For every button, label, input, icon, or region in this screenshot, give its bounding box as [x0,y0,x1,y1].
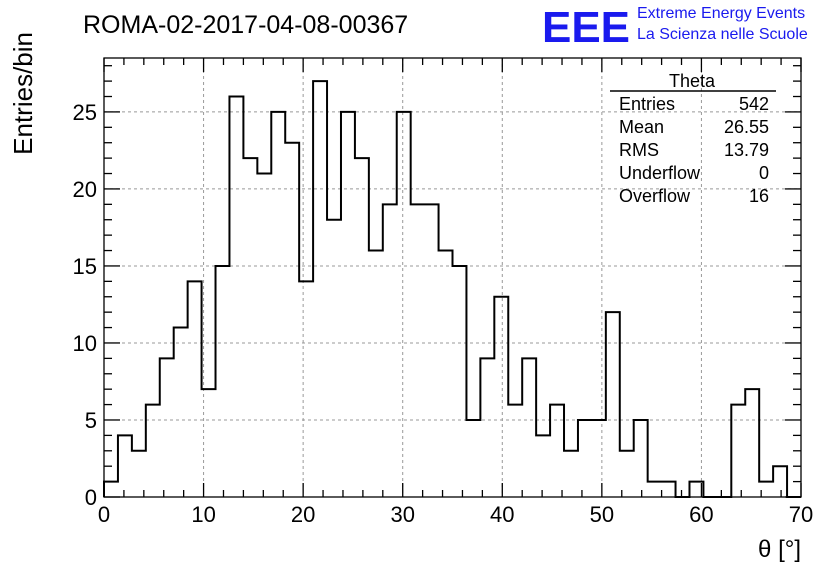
y-tick-labels: 0 5 10 15 20 25 [73,100,97,510]
histogram-bin [592,420,606,497]
x-tick-label: 30 [390,502,414,527]
histogram-bin [229,97,243,497]
histogram-bin [299,281,313,497]
stats-row-label: Overflow [619,186,691,206]
histogram-bin [453,266,467,497]
y-tick-label: 5 [85,408,97,433]
histogram-bin [160,358,174,497]
histogram-bin [271,112,285,497]
histogram-bin [662,482,676,497]
histogram-bin [327,220,341,497]
x-tick-label: 70 [789,502,813,527]
eee-logo-line1: Extreme Energy Events [637,5,805,22]
stats-row-label: Mean [619,117,664,137]
histogram-bin [494,297,508,497]
histogram-bin [411,204,425,497]
histogram-bin [355,158,369,497]
stats-row-value: 0 [759,163,769,183]
x-tick-label: 40 [490,502,514,527]
histogram-bin [397,112,411,497]
histogram-bin [550,405,564,497]
stats-row-label: RMS [619,140,659,160]
axis-ticks [103,58,802,498]
x-tick-labels: 0 10 20 30 40 50 60 70 [98,502,813,527]
plot-frame [103,57,802,498]
histogram-bin [634,420,648,497]
x-tick-label: 60 [689,502,713,527]
stats-box: Theta Entries 542 Mean 26.55 RMS 13.79 Underfl… [610,71,776,206]
stats-row-value: 13.79 [724,140,769,160]
histogram-bin [341,112,355,497]
chart-title: ROMA-02-2017-04-08-00367 [83,11,408,39]
histogram-bin [480,358,494,497]
eee-logo-line2: La Scienza nelle Scuole [637,26,808,43]
histogram-bin [216,266,230,497]
grid-lines [104,58,801,497]
stats-row-label: Entries [619,94,675,114]
stats-title: Theta [669,71,716,91]
x-tick-label: 10 [191,502,215,527]
y-tick-label: 25 [73,100,97,125]
stats-row-value: 542 [739,94,769,114]
histogram-bin [104,482,118,497]
histogram-bin [522,358,536,497]
histogram-bin [146,405,160,497]
histogram-bin [508,405,522,497]
histogram-bin [313,81,327,497]
histogram-bin [773,466,787,497]
histogram-bin [188,281,202,497]
histogram-bin [606,312,620,497]
histogram-bin [369,251,383,497]
y-tick-label: 15 [73,254,97,279]
y-tick-label: 10 [73,331,97,356]
histogram-bin [648,482,662,497]
histogram-bins [104,81,787,497]
x-axis-label: θ [°] [758,536,801,563]
histogram-bin [202,389,216,497]
y-axis-label: Entries/bin [8,32,38,155]
histogram-bin [731,405,745,497]
histogram-bin [118,435,132,497]
histogram-bin [439,251,453,497]
histogram-bin [383,204,397,497]
x-tick-label: 50 [590,502,614,527]
histogram-bin [536,435,550,497]
stats-row-label: Underflow [619,163,701,183]
y-tick-label: 0 [85,485,97,510]
histogram-bin [564,451,578,497]
histogram-bin [257,174,271,497]
x-tick-label: 20 [291,502,315,527]
stats-row-value: 16 [749,186,769,206]
histogram-bin [425,204,439,497]
eee-logo-mark: EEE [542,3,630,52]
x-tick-label: 0 [98,502,110,527]
histogram-bin [285,143,299,497]
eee-logo: EEE Extreme Energy Events La Scienza nel… [542,3,808,52]
histogram-bin [174,328,188,497]
stats-row-value: 26.55 [724,117,769,137]
y-tick-label: 20 [73,177,97,202]
stats-rows: Entries 542 Mean 26.55 RMS 13.79 Underflow 0 Ove… [619,94,769,206]
histogram-bin [466,420,480,497]
histogram-bin [578,420,592,497]
histogram-bin [745,389,759,497]
histogram-bin [243,158,257,497]
